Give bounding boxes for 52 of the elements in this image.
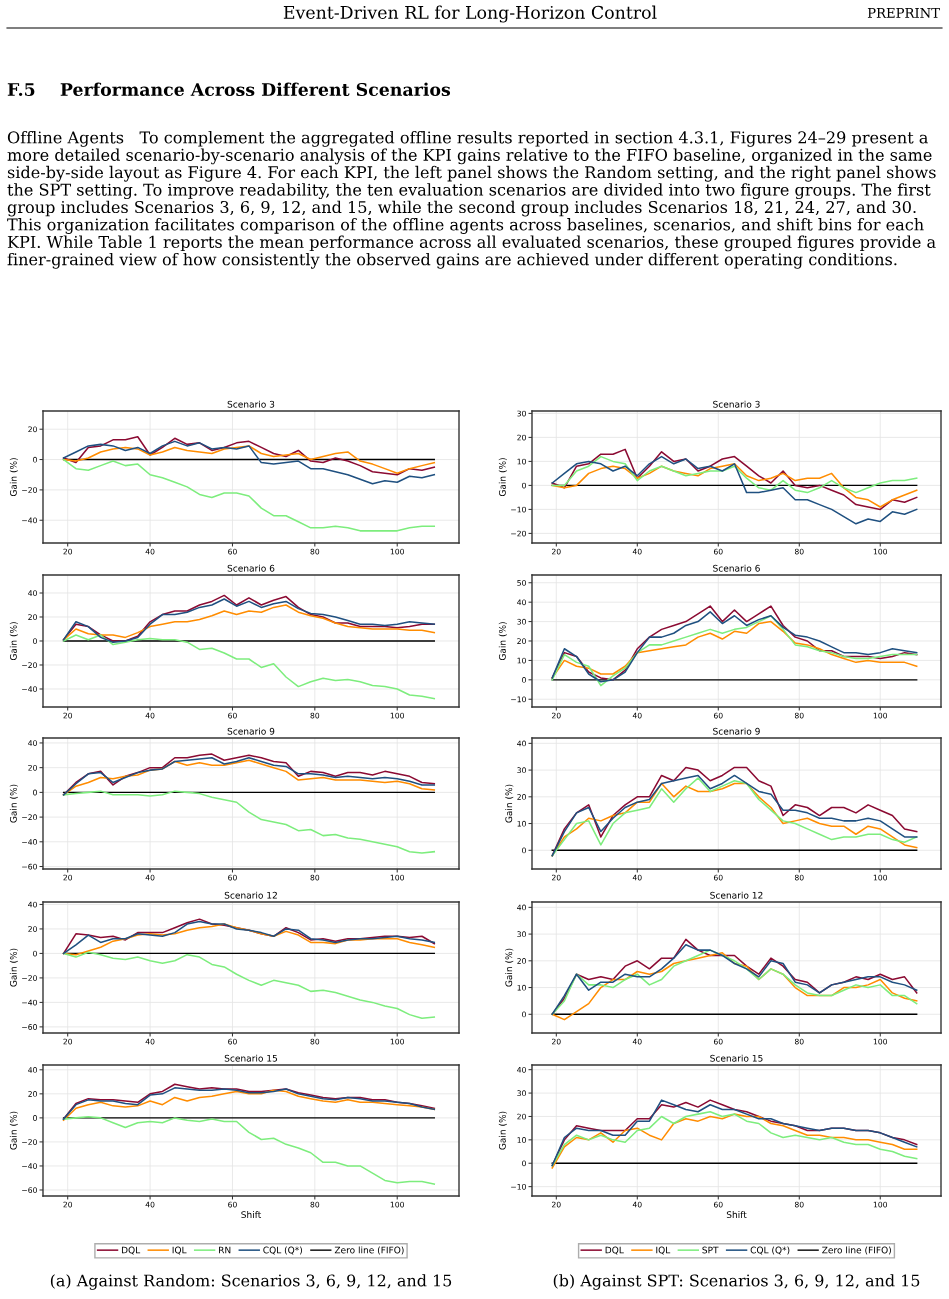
chart-title: Scenario 12 [710, 891, 763, 899]
text: Event-Driven RL for Long-Horizon Control [283, 5, 657, 23]
legend-label: DQL [121, 1246, 141, 1255]
text: (b) Against SPT: Scenarios 3, 6, 9, 12, and 15 [553, 1274, 920, 1290]
line-series [62, 1115, 436, 1185]
line-series [62, 445, 436, 474]
chart-title: Scenario 12 [224, 891, 277, 899]
line-series [551, 455, 918, 494]
chart-title: Scenario 15 [710, 1054, 763, 1062]
line-series [62, 458, 436, 532]
y-axis-title: Gain (%) [9, 948, 18, 987]
y-axis-title: Gain (%) [9, 784, 18, 823]
line-series [551, 448, 918, 511]
y-axis-title: Gain (%) [9, 622, 18, 661]
line-series [551, 455, 918, 525]
line-series [62, 436, 436, 476]
text: PREPRINT [867, 8, 940, 18]
x-axis-title: Shift [241, 1211, 262, 1219]
line-series [62, 634, 436, 700]
y-axis-title: Gain (%) [498, 622, 507, 661]
y-axis-title: Gain (%) [505, 948, 514, 987]
line-series [551, 1099, 918, 1167]
y-axis-title: Gain (%) [9, 1111, 18, 1150]
y-axis-title: Gain (%) [9, 458, 18, 497]
legend-label: RN [219, 1246, 231, 1254]
legend-label: CQL (Q*) [750, 1246, 790, 1255]
text: F.5 Performance Across Different Scenarios [7, 82, 451, 97]
chart-title: Scenario 9 [713, 727, 760, 735]
line-series [62, 440, 436, 485]
y-axis-title: Gain (%) [505, 784, 514, 823]
legend-label: Zero line (FIFO) [822, 1246, 891, 1255]
chart-title: Scenario 6 [713, 564, 760, 572]
line-series [62, 951, 436, 1020]
y-axis-title: Gain (%) [498, 458, 507, 497]
legend-label: IQL [172, 1246, 187, 1255]
chart-title: Scenario 3 [713, 400, 760, 408]
chart-title: Scenario 15 [224, 1054, 278, 1062]
x-axis-title: Shift [726, 1211, 747, 1219]
line-series [62, 790, 436, 854]
chart-title: Scenario 6 [227, 564, 275, 572]
legend-label: DQL [605, 1246, 624, 1255]
text: Offline Agents To complement the aggregated offline results reported in section 4.3.1, Figures 24–29 present a more detailed scenario-by-scenario analysis of the KPI gains relative to the FIFO baseline, organized in the same side-by-side layout as Figure 4. For each KPI, the left panel shows the Random setting, and the right panel shows the SPT setting. To improve readability, the ten evaluation scenarios are divided into two figure groups. The first group includes Scenarios 3, 6, 9, 12, and 15, while the second group includes Scenarios 18, 21, 24, 27, and 30. This organization facilitates comparison of the offline agents across baselines, scenarios, and shift bins for each KPI. While Table 1 reports the mean performance across all evaluated scenarios, these grouped figures provide a finer-grained view of how consistently the observed gains are achieved under different operating conditions. [7, 131, 936, 269]
line-series [551, 463, 918, 508]
y-axis-title: Gain (%) [498, 1111, 507, 1150]
legend-label: Zero line (FIFO) [334, 1246, 404, 1255]
legend-label: CQL (Q*) [263, 1246, 302, 1255]
legend-label: IQL [656, 1246, 671, 1255]
line-series [62, 604, 436, 641]
text: (a) Against Random: Scenarios 3, 6, 9, 12, and 15 [50, 1274, 452, 1290]
legend-label: SPT [702, 1246, 719, 1254]
chart-title: Scenario 3 [227, 400, 275, 408]
chart-title: Scenario 9 [227, 727, 275, 735]
